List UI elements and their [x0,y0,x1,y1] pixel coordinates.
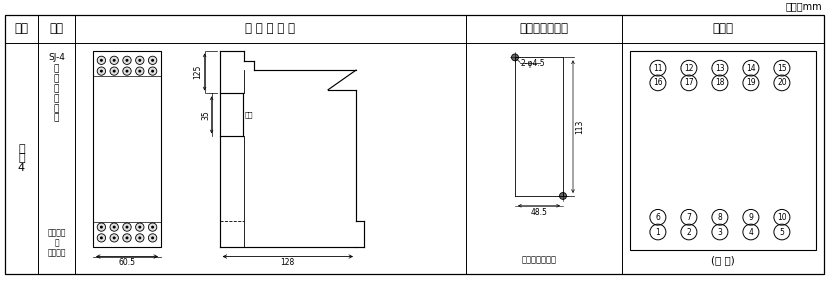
Circle shape [125,236,128,239]
Text: 18: 18 [715,78,724,87]
Bar [629,51,815,250]
Circle shape [110,223,118,231]
Text: 113: 113 [575,120,583,134]
Circle shape [138,225,141,229]
Bar [93,51,161,247]
Text: 19: 19 [745,78,755,87]
Text: 单位：mm: 单位：mm [784,1,821,11]
Circle shape [123,223,131,231]
Text: 或: 或 [54,238,59,247]
Circle shape [125,70,128,73]
Text: 安装开孔尺寸图: 安装开孔尺寸图 [519,22,568,36]
Text: 3: 3 [716,227,721,237]
Circle shape [148,67,156,75]
Text: 8: 8 [717,213,721,222]
Text: 卡槽: 卡槽 [244,112,253,118]
Text: 16: 16 [652,78,662,87]
Circle shape [148,234,156,242]
Circle shape [125,59,128,62]
Circle shape [148,56,156,64]
Text: 螺钉安装: 螺钉安装 [47,248,65,257]
Text: 出: 出 [54,74,59,83]
Circle shape [100,225,103,229]
Circle shape [151,225,154,229]
Circle shape [100,70,103,73]
Circle shape [151,59,154,62]
Text: 12: 12 [683,64,693,73]
Circle shape [113,236,116,239]
Text: 式: 式 [54,84,59,93]
Circle shape [123,67,131,75]
Text: 2: 2 [686,227,691,237]
Text: 外 形 尺 寸 图: 外 形 尺 寸 图 [245,22,295,36]
Text: 9: 9 [748,213,753,222]
Circle shape [136,234,144,242]
Circle shape [113,59,116,62]
Text: 20: 20 [776,78,786,87]
Circle shape [113,70,116,73]
Circle shape [97,67,105,75]
Text: 17: 17 [683,78,693,87]
Circle shape [138,236,141,239]
Text: 4: 4 [18,163,25,173]
Circle shape [136,56,144,64]
Circle shape [97,56,105,64]
Text: 前: 前 [54,94,59,103]
Circle shape [125,225,128,229]
Text: 60.5: 60.5 [118,258,135,268]
Circle shape [123,56,131,64]
Circle shape [97,223,105,231]
Text: 2-φ4.5: 2-φ4.5 [520,59,545,68]
Circle shape [110,56,118,64]
Circle shape [151,236,154,239]
Circle shape [110,234,118,242]
Circle shape [113,225,116,229]
Circle shape [511,54,518,61]
Text: 螺钉安装开孔图: 螺钉安装开孔图 [521,255,556,264]
Text: 7: 7 [686,213,691,222]
Text: 48.5: 48.5 [530,208,546,217]
Text: (正 视): (正 视) [710,255,734,266]
Text: 4: 4 [748,227,753,237]
Text: 端子图: 端子图 [711,22,733,36]
Circle shape [138,59,141,62]
Text: SJ-4: SJ-4 [48,53,65,62]
Text: 接: 接 [54,104,59,113]
Text: 卡轨安装: 卡轨安装 [47,229,65,237]
Text: 128: 128 [281,258,295,268]
Text: 图: 图 [18,153,25,163]
Text: 附: 附 [18,144,25,154]
Text: 13: 13 [715,64,724,73]
Circle shape [136,67,144,75]
Circle shape [123,234,131,242]
Circle shape [138,70,141,73]
Circle shape [148,223,156,231]
Circle shape [100,59,103,62]
Circle shape [97,234,105,242]
Text: 线: 线 [54,114,59,123]
Text: 5: 5 [778,227,783,237]
Text: 6: 6 [655,213,660,222]
Circle shape [151,70,154,73]
Text: 35: 35 [201,110,210,120]
Text: 图号: 图号 [14,22,28,36]
Text: 14: 14 [745,64,755,73]
Text: 11: 11 [652,64,662,73]
Circle shape [110,67,118,75]
Text: 1: 1 [655,227,659,237]
Circle shape [559,193,566,199]
Text: 15: 15 [776,64,786,73]
Circle shape [100,236,103,239]
Text: 10: 10 [776,213,786,222]
Text: 125: 125 [194,65,202,79]
Circle shape [136,223,144,231]
Text: 结构: 结构 [50,22,64,36]
Text: 凸: 凸 [54,65,59,74]
